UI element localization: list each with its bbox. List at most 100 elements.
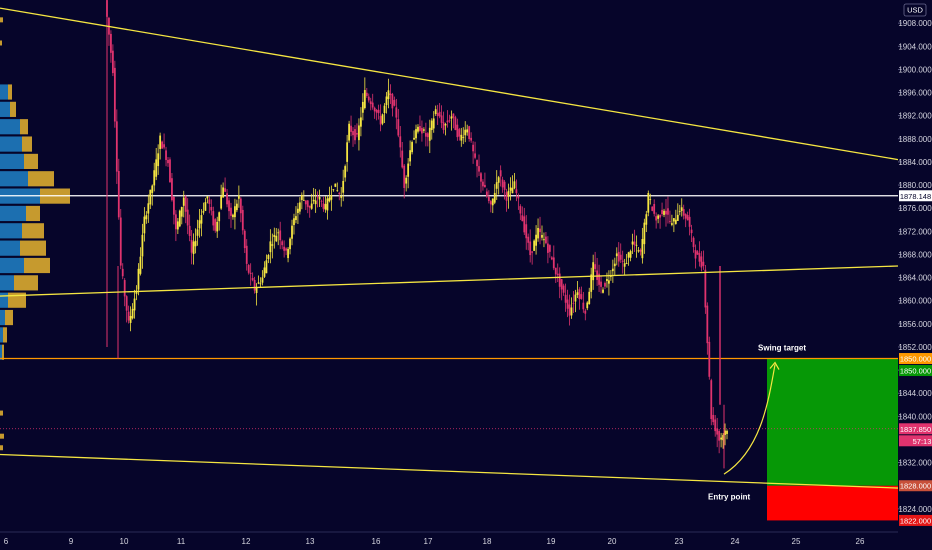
candle-body: [482, 181, 484, 187]
candle-body: [293, 218, 295, 226]
price-tag-background: [899, 353, 932, 365]
candle-body: [214, 219, 217, 231]
entry-point-label: Entry point: [708, 493, 751, 502]
candle-body: [718, 431, 721, 441]
candle-body: [700, 256, 703, 268]
candle-body: [202, 211, 205, 213]
volume-bar: [0, 136, 22, 152]
volume-bar: [0, 171, 28, 187]
date-tick-label: 16: [372, 537, 381, 546]
volume-bar: [0, 153, 24, 170]
candle-body: [283, 246, 286, 251]
candle-body: [243, 230, 246, 249]
date-tick-label: 11: [177, 537, 186, 546]
position-zones: [767, 358, 898, 521]
candle-body: [180, 206, 183, 217]
candle-body: [480, 173, 482, 182]
candle-body: [149, 189, 152, 205]
candle-body: [208, 199, 211, 204]
annotations: Swing target Entry point: [708, 344, 806, 502]
candle-body: [265, 260, 268, 274]
volume-bar: [22, 223, 44, 239]
candle-body: [517, 196, 520, 199]
candle-body: [541, 234, 543, 238]
candle-body: [621, 260, 624, 262]
price-tick-label: 1888.000: [898, 135, 932, 144]
candle-body: [338, 192, 341, 194]
candle-body: [322, 203, 325, 209]
candle-body: [308, 205, 311, 208]
candle-body: [277, 232, 280, 234]
candle-body: [261, 277, 264, 283]
candle-body: [474, 153, 476, 158]
volume-bar: [5, 309, 13, 326]
candle-body: [533, 240, 536, 251]
candle-body: [226, 193, 228, 205]
volume-bar: [20, 119, 28, 135]
candle-body: [438, 111, 441, 117]
candle-body: [596, 270, 599, 280]
candle-body: [641, 239, 644, 259]
candle-body: [200, 215, 203, 224]
candle-body: [275, 235, 278, 242]
candle-body: [574, 294, 577, 302]
price-tick-label: 1852.000: [898, 343, 932, 352]
date-tick-label: 6: [4, 537, 9, 546]
candle-body: [686, 214, 689, 221]
candle-body: [647, 193, 650, 213]
candle-body: [613, 263, 616, 267]
price-tag-background: [899, 480, 932, 492]
candle-body: [440, 115, 443, 123]
candle-body: [568, 304, 571, 316]
candle-body: [173, 196, 175, 215]
candle-body: [196, 229, 199, 236]
candle-body: [224, 188, 226, 192]
candle-body: [117, 170, 120, 218]
candle-body: [515, 189, 518, 194]
price-tick-label: 1844.000: [898, 389, 932, 398]
candle-body: [521, 215, 524, 222]
candle-body: [369, 101, 372, 105]
time-axis[interactable]: 6 9 10 11 12 13 16 17 18 19 20 23 24 25 26: [0, 531, 932, 550]
candle-body: [259, 283, 262, 285]
candle-body: [222, 187, 225, 198]
candle-body: [702, 261, 705, 266]
price-axis[interactable]: 1908.000 1904.000 1900.000 1896.000 1892.000…: [898, 0, 932, 532]
candle-body: [381, 114, 384, 124]
candle-body: [442, 122, 445, 130]
candle-body: [432, 118, 435, 129]
candle-body: [606, 279, 608, 282]
candle-body: [395, 107, 398, 118]
volume-bar: [10, 101, 16, 117]
candle-body: [147, 203, 150, 214]
candle-body: [692, 237, 695, 248]
candle-body: [619, 254, 622, 260]
candle-body: [478, 166, 480, 172]
candle-body: [657, 215, 660, 219]
volume-bar: [0, 101, 10, 117]
swing-target-label: Swing target: [758, 344, 806, 353]
candle-body: [726, 430, 728, 434]
candle-body: [629, 251, 632, 258]
price-tag-label: 1850.000: [900, 355, 931, 364]
candle-body: [165, 150, 167, 161]
candle-body: [298, 202, 301, 212]
price-tick-label: 1904.000: [898, 42, 932, 51]
candle-body: [131, 308, 134, 319]
candle-body: [485, 191, 488, 197]
candle-body: [627, 252, 630, 258]
candle-body: [503, 181, 506, 190]
candle-body: [706, 305, 709, 344]
volume-bar: [0, 17, 3, 23]
candle-body: [564, 294, 567, 303]
candle-body: [123, 280, 126, 297]
candle-body: [704, 269, 707, 308]
candle-body: [464, 129, 467, 136]
currency-badge[interactable]: USD: [903, 3, 927, 17]
volume-bar: [2, 344, 4, 360]
candle-body: [295, 216, 297, 221]
candle-body: [326, 198, 329, 211]
volume-bar: [0, 309, 5, 326]
candle-body: [220, 196, 223, 209]
